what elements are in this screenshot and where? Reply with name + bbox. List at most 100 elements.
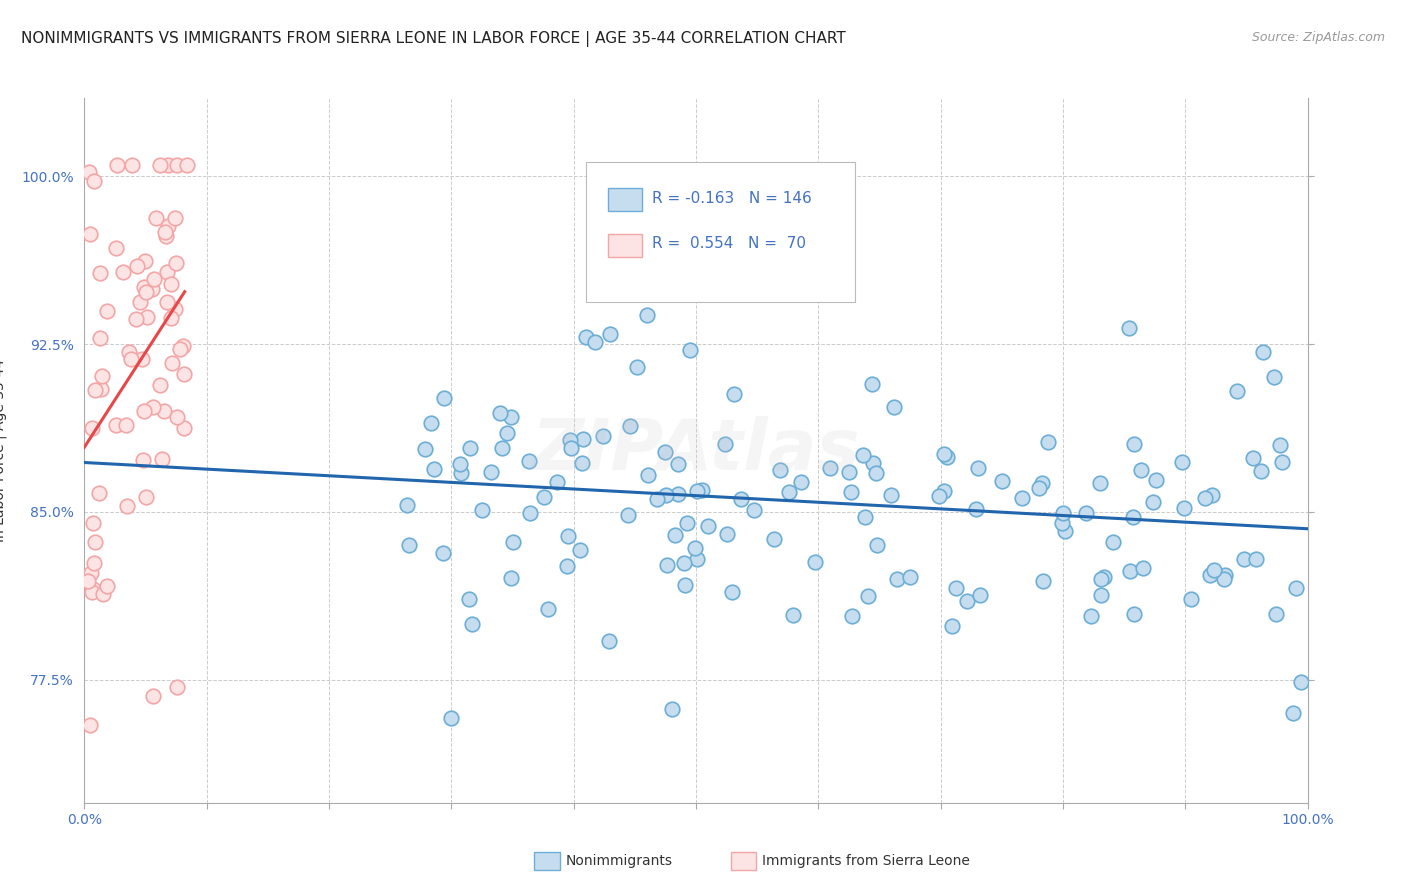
Point — [558, 434, 581, 448]
Text: Nonimmigrants: Nonimmigrants — [565, 854, 672, 868]
Text: R =  0.554   N =  70: R = 0.554 N = 70 — [652, 236, 806, 252]
Point — [499, 409, 522, 424]
Point — [153, 225, 176, 239]
Point — [636, 308, 658, 322]
Point — [80, 584, 103, 599]
Point — [1052, 516, 1074, 530]
Point — [166, 409, 188, 424]
Point — [89, 330, 111, 344]
Point — [440, 711, 463, 725]
Point — [804, 555, 827, 569]
Point — [1118, 321, 1140, 335]
Point — [1263, 369, 1285, 384]
Point — [955, 594, 977, 608]
Point — [654, 444, 676, 458]
Text: Immigrants from Sierra Leone: Immigrants from Sierra Leone — [762, 854, 970, 868]
Point — [165, 211, 187, 225]
Point — [1123, 607, 1146, 621]
Point — [461, 616, 484, 631]
Point — [664, 528, 686, 542]
Point — [1244, 552, 1267, 566]
Point — [432, 546, 454, 560]
Point — [79, 227, 101, 241]
Point — [84, 384, 107, 398]
Point — [156, 219, 179, 233]
Point — [655, 488, 678, 502]
Point — [679, 343, 702, 357]
Point — [619, 418, 641, 433]
Point — [491, 442, 513, 456]
Point — [592, 429, 614, 443]
Point — [489, 406, 512, 420]
Point — [1090, 475, 1112, 490]
Point — [132, 453, 155, 467]
Point — [165, 256, 187, 270]
Point — [131, 351, 153, 366]
Point — [860, 377, 883, 392]
Point — [96, 579, 118, 593]
Point — [1122, 436, 1144, 450]
Point — [142, 272, 165, 286]
Point — [645, 491, 668, 506]
Point — [166, 158, 188, 172]
Point — [115, 418, 138, 433]
Point — [1285, 581, 1308, 595]
Point — [169, 343, 191, 357]
Point — [1282, 706, 1305, 721]
Point — [666, 486, 689, 500]
Point — [730, 492, 752, 507]
Point — [856, 589, 879, 603]
Point — [1199, 568, 1222, 582]
Point — [1076, 506, 1098, 520]
Point — [886, 572, 908, 586]
Point — [697, 518, 720, 533]
Point — [166, 680, 188, 694]
Point — [96, 304, 118, 318]
Text: NONIMMIGRANTS VS IMMIGRANTS FROM SIERRA LEONE IN LABOR FORCE | AGE 35-44 CORRELA: NONIMMIGRANTS VS IMMIGRANTS FROM SIERRA … — [21, 31, 846, 47]
Point — [458, 441, 481, 455]
Point — [778, 485, 800, 500]
Point — [82, 421, 104, 435]
Point — [156, 158, 179, 172]
Point — [136, 310, 159, 325]
Point — [125, 260, 148, 274]
Point — [128, 295, 150, 310]
Point — [141, 282, 163, 296]
Point — [142, 400, 165, 414]
Point — [537, 602, 560, 616]
Point — [135, 285, 157, 299]
Point — [149, 378, 172, 392]
Point — [666, 457, 689, 471]
Point — [1250, 464, 1272, 478]
Point — [121, 158, 143, 172]
Point — [1233, 551, 1256, 566]
Y-axis label: In Labor Force | Age 35-44: In Labor Force | Age 35-44 — [0, 359, 7, 542]
Point — [945, 581, 967, 595]
Point — [1092, 570, 1115, 584]
Point — [617, 508, 640, 523]
Point — [91, 587, 114, 601]
Point — [471, 502, 494, 516]
Point — [599, 327, 621, 342]
Point — [571, 456, 593, 470]
Point — [1031, 476, 1053, 491]
Point — [1132, 560, 1154, 574]
Point — [499, 571, 522, 585]
Point — [900, 570, 922, 584]
Point — [991, 475, 1014, 489]
Point — [935, 450, 957, 464]
Point — [1080, 609, 1102, 624]
Point — [150, 452, 173, 467]
Point — [145, 211, 167, 225]
Text: R = -0.163   N = 146: R = -0.163 N = 146 — [652, 191, 811, 206]
Point — [686, 483, 709, 498]
Point — [105, 158, 128, 172]
Point — [156, 265, 179, 279]
Point — [77, 574, 100, 588]
Point — [720, 585, 742, 599]
Point — [496, 425, 519, 440]
Point — [723, 386, 745, 401]
Point — [115, 500, 138, 514]
Point — [155, 229, 177, 244]
Point — [163, 302, 186, 317]
